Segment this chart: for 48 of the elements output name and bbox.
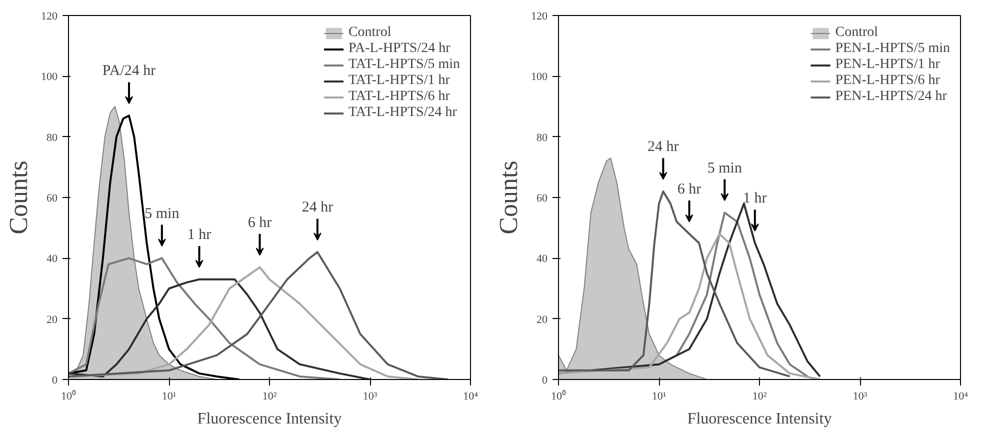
y-tick-label: 80 <box>536 132 548 144</box>
y-tick-label: 120 <box>41 10 58 22</box>
y-tick-label: 120 <box>531 10 548 22</box>
annotation: 6 hr <box>248 214 272 231</box>
annotation: 6 hr <box>677 182 702 198</box>
y-tick-label: 40 <box>46 253 58 266</box>
y-axis-title: Counts <box>4 160 33 234</box>
x-tick-label: 10³ <box>852 390 868 402</box>
y-tick-label: 20 <box>536 314 548 326</box>
x-tick-label: 10⁰ <box>551 390 566 402</box>
y-tick-label: 60 <box>536 192 548 204</box>
annotation: 5 min <box>144 206 180 222</box>
x-tick-label: 10² <box>262 390 278 402</box>
legend-label: PEN-L-HPTS/6 hr <box>835 73 940 89</box>
y-tick-label: 0 <box>52 374 58 386</box>
legend-label: PA-L-HPTS/24 hr <box>348 41 450 57</box>
x-tick-label: 10¹ <box>162 390 176 402</box>
legend-label: PEN-L-HPTS/5 min <box>835 41 950 57</box>
legend-label: PEN-L-HPTS/1 hr <box>835 57 940 73</box>
legend-label: PEN-L-HPTS/24 hr <box>835 89 947 105</box>
y-tick-label: 100 <box>531 71 548 84</box>
legend-label: Control <box>348 25 392 41</box>
x-tick-label: 10⁴ <box>463 390 478 402</box>
annotation: 5 min <box>707 160 742 176</box>
x-tick-label: 10⁴ <box>953 390 968 402</box>
y-tick-label: 0 <box>542 374 548 386</box>
legend-label: TAT-L-HPTS/6 hr <box>348 89 450 105</box>
annotation: 1 hr <box>187 227 212 243</box>
legend-label: TAT-L-HPTS/1 hr <box>348 73 450 89</box>
annotation: 1 hr <box>743 190 767 207</box>
x-tick-label: 10⁰ <box>61 390 76 402</box>
x-tick-label: 10² <box>752 390 768 402</box>
y-tick-label: 40 <box>536 253 548 266</box>
y-tick-label: 60 <box>46 192 58 204</box>
legend-label: Control <box>835 25 878 41</box>
y-tick-label: 20 <box>46 314 58 326</box>
legend-label: TAT-L-HPTS/5 min <box>348 57 460 73</box>
legend-label: TAT-L-HPTS/24 hr <box>348 105 457 121</box>
annotation: 24 hr <box>302 200 334 216</box>
y-axis-title: Counts <box>494 160 523 234</box>
x-axis-title: Fluorescence Intensity <box>687 410 832 428</box>
y-tick-label: 80 <box>46 132 58 144</box>
x-tick-label: 10³ <box>362 390 378 402</box>
y-tick-label: 100 <box>41 71 58 84</box>
annotation: 24 hr <box>648 139 679 156</box>
x-axis-title: Fluorescence Intensity <box>197 410 342 428</box>
annotation: PA/24 hr <box>102 63 156 80</box>
x-tick-label: 10¹ <box>652 390 666 402</box>
